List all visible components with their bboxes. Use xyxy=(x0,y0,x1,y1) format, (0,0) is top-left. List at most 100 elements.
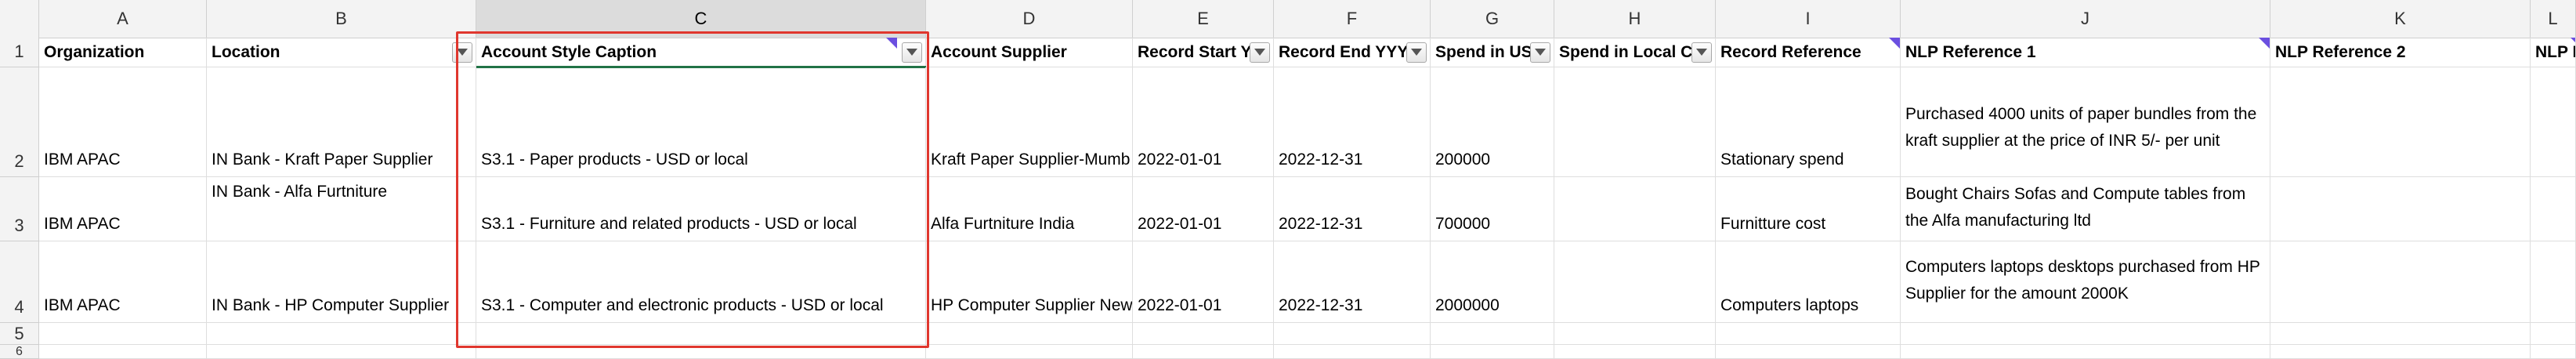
column-header-i[interactable]: I xyxy=(1716,0,1901,38)
table-cell[interactable] xyxy=(1716,345,1901,359)
table-cell[interactable] xyxy=(1554,345,1716,359)
table-cell[interactable] xyxy=(2270,323,2531,345)
column-header-j[interactable]: J xyxy=(1901,0,2270,38)
header-nlp-reference-3[interactable]: NLP R xyxy=(2531,38,2576,67)
table-cell[interactable]: 2022-12-31 xyxy=(1274,67,1431,177)
table-cell[interactable]: IBM APAC xyxy=(39,177,207,241)
table-cell[interactable]: 2022-12-31 xyxy=(1274,177,1431,241)
filter-dropdown-icon[interactable] xyxy=(1691,42,1712,63)
table-cell[interactable] xyxy=(207,345,476,359)
table-cell[interactable] xyxy=(1133,345,1274,359)
column-header-b[interactable]: B xyxy=(207,0,476,38)
column-header-a[interactable]: A xyxy=(39,0,207,38)
table-cell[interactable]: 700000 xyxy=(1431,177,1554,241)
row-header-2[interactable]: 2 xyxy=(0,67,39,177)
table-cell[interactable] xyxy=(476,345,926,359)
row-header-5[interactable]: 5 xyxy=(0,323,39,345)
table-cell[interactable]: 2000000 xyxy=(1431,241,1554,323)
table-cell[interactable]: 2022-01-01 xyxy=(1133,177,1274,241)
table-cell[interactable] xyxy=(2531,323,2576,345)
table-cell[interactable]: Purchased 4000 units of paper bundles fr… xyxy=(1901,67,2270,177)
table-cell[interactable] xyxy=(39,345,207,359)
header-spend-usd[interactable]: Spend in US xyxy=(1431,38,1554,67)
column-header-k[interactable]: K xyxy=(2270,0,2531,38)
comment-indicator-icon[interactable] xyxy=(886,38,897,49)
row-header-1[interactable]: 1 xyxy=(0,38,39,67)
table-cell[interactable] xyxy=(1901,323,2270,345)
select-all-corner[interactable] xyxy=(0,0,39,38)
table-cell[interactable]: S3.1 - Paper products - USD or local xyxy=(476,67,926,177)
header-nlp-reference-1[interactable]: NLP Reference 1 xyxy=(1901,38,2270,67)
table-cell[interactable]: IN Bank - Kraft Paper Supplier xyxy=(207,67,476,177)
comment-indicator-icon[interactable] xyxy=(2571,38,2575,49)
table-cell[interactable]: Kraft Paper Supplier-Mumb xyxy=(926,67,1133,177)
header-organization[interactable]: Organization xyxy=(39,38,207,67)
table-cell[interactable] xyxy=(1716,323,1901,345)
table-cell[interactable]: IN Bank - Alfa Furtniture xyxy=(207,177,476,241)
table-cell[interactable]: Bought Chairs Sofas and Compute tables f… xyxy=(1901,177,2270,241)
row-header-6[interactable]: 6 xyxy=(0,345,39,359)
filter-dropdown-icon[interactable] xyxy=(902,42,922,63)
table-cell[interactable] xyxy=(1901,345,2270,359)
table-cell[interactable]: Stationary spend xyxy=(1716,67,1901,177)
header-record-reference[interactable]: Record Reference xyxy=(1716,38,1901,67)
table-cell[interactable]: Computers laptops desktops purchased fro… xyxy=(1901,241,2270,323)
table-cell[interactable] xyxy=(2270,177,2531,241)
table-cell[interactable] xyxy=(2270,345,2531,359)
table-cell[interactable] xyxy=(1554,323,1716,345)
table-cell[interactable]: S3.1 - Computer and electronic products … xyxy=(476,241,926,323)
table-cell[interactable] xyxy=(476,323,926,345)
table-cell[interactable] xyxy=(926,345,1133,359)
table-cell[interactable]: 2022-01-01 xyxy=(1133,241,1274,323)
column-header-h[interactable]: H xyxy=(1554,0,1716,38)
table-cell[interactable] xyxy=(2270,67,2531,177)
table-cell[interactable] xyxy=(207,323,476,345)
row-header-4[interactable]: 4 xyxy=(0,241,39,323)
header-record-start[interactable]: Record Start Y xyxy=(1133,38,1274,67)
table-cell[interactable]: IBM APAC xyxy=(39,241,207,323)
column-header-f[interactable]: F xyxy=(1274,0,1431,38)
column-header-c[interactable]: C xyxy=(476,0,926,38)
table-cell[interactable]: HP Computer Supplier New xyxy=(926,241,1133,323)
header-account-supplier[interactable]: Account Supplier xyxy=(926,38,1133,67)
table-cell[interactable]: IN Bank - HP Computer Supplier xyxy=(207,241,476,323)
table-cell[interactable] xyxy=(2531,177,2576,241)
table-cell[interactable] xyxy=(926,323,1133,345)
table-cell[interactable] xyxy=(1133,323,1274,345)
table-cell[interactable]: Alfa Furtniture India xyxy=(926,177,1133,241)
table-cell[interactable] xyxy=(1274,345,1431,359)
filter-dropdown-icon[interactable] xyxy=(452,42,472,63)
table-cell[interactable] xyxy=(2531,67,2576,177)
table-cell[interactable] xyxy=(1431,323,1554,345)
column-header-g[interactable]: G xyxy=(1431,0,1554,38)
filter-dropdown-icon[interactable] xyxy=(1406,42,1427,63)
table-cell[interactable] xyxy=(1431,345,1554,359)
table-cell[interactable] xyxy=(1554,67,1716,177)
table-cell[interactable]: Furnitture cost xyxy=(1716,177,1901,241)
table-cell[interactable]: IBM APAC xyxy=(39,67,207,177)
header-record-end[interactable]: Record End YYYY xyxy=(1274,38,1431,67)
table-cell[interactable] xyxy=(2531,241,2576,323)
comment-indicator-icon[interactable] xyxy=(1889,38,1900,49)
table-cell[interactable] xyxy=(39,323,207,345)
table-cell[interactable] xyxy=(2531,345,2576,359)
table-cell[interactable]: 2022-12-31 xyxy=(1274,241,1431,323)
header-account-style-caption[interactable]: Account Style Caption xyxy=(476,38,926,67)
table-cell[interactable] xyxy=(1554,241,1716,323)
column-header-d[interactable]: D xyxy=(926,0,1133,38)
header-nlp-reference-2[interactable]: NLP Reference 2 xyxy=(2270,38,2531,67)
table-cell[interactable]: Computers laptops xyxy=(1716,241,1901,323)
column-header-e[interactable]: E xyxy=(1133,0,1274,38)
table-cell[interactable] xyxy=(1274,323,1431,345)
table-cell[interactable]: S3.1 - Furniture and related products - … xyxy=(476,177,926,241)
column-header-l[interactable]: L xyxy=(2531,0,2576,38)
filter-dropdown-icon[interactable] xyxy=(1250,42,1270,63)
table-cell[interactable] xyxy=(1554,177,1716,241)
table-cell[interactable]: 200000 xyxy=(1431,67,1554,177)
table-cell[interactable] xyxy=(2270,241,2531,323)
header-location[interactable]: Location xyxy=(207,38,476,67)
table-cell[interactable]: 2022-01-01 xyxy=(1133,67,1274,177)
comment-indicator-icon[interactable] xyxy=(2259,38,2270,49)
filter-dropdown-icon[interactable] xyxy=(1530,42,1550,63)
row-header-3[interactable]: 3 xyxy=(0,177,39,241)
